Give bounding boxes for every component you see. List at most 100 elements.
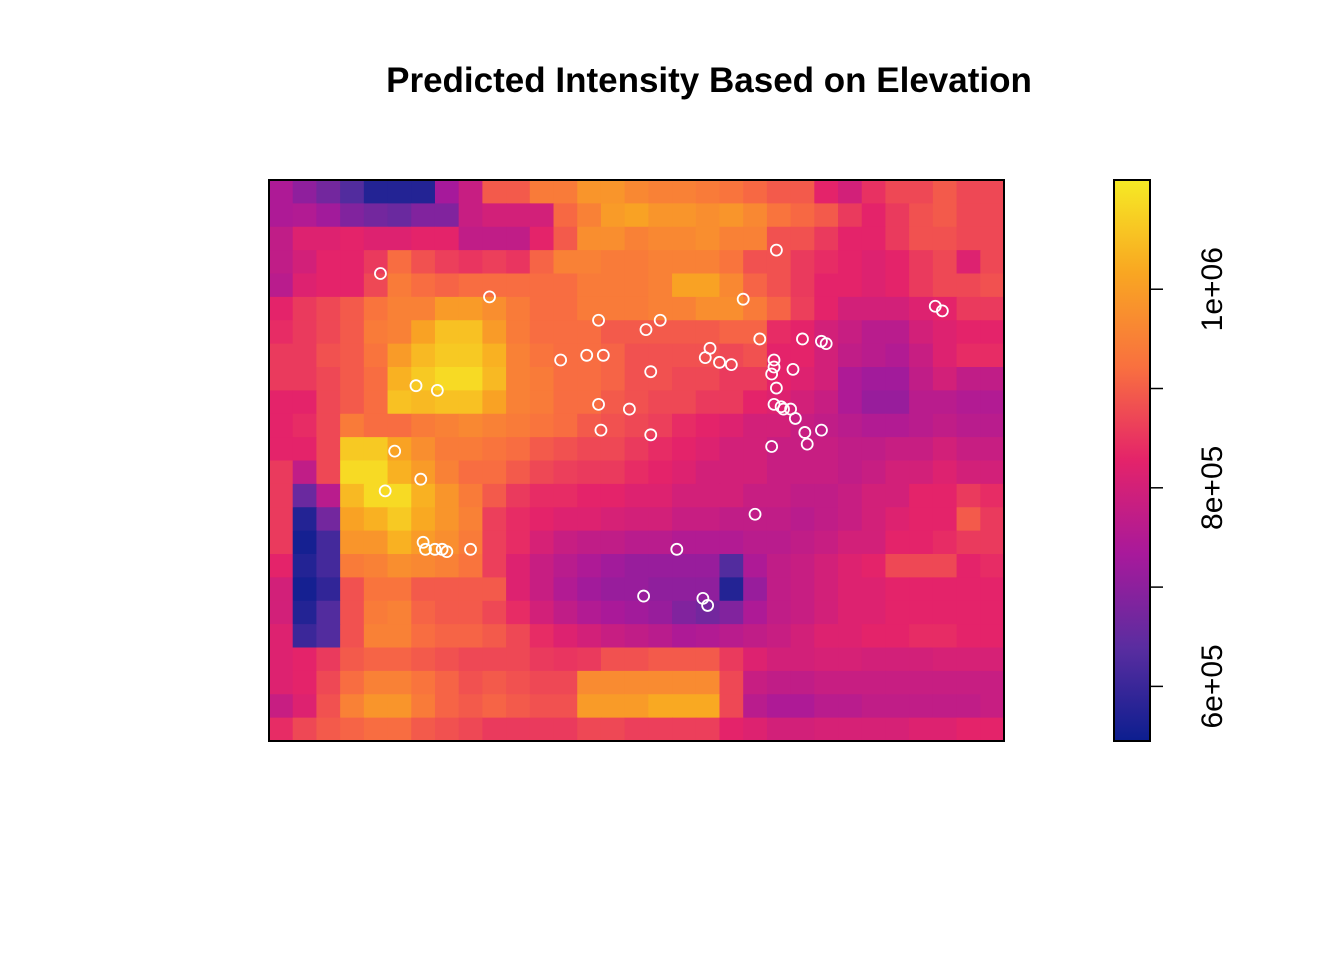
heatmap-cell bbox=[838, 483, 863, 508]
heatmap-cell bbox=[790, 670, 815, 695]
heatmap-cell bbox=[411, 460, 436, 485]
heatmap-cell bbox=[411, 624, 436, 649]
heatmap-cell bbox=[387, 460, 412, 485]
heatmap-cell bbox=[648, 624, 673, 649]
heatmap-cell bbox=[316, 203, 341, 228]
heatmap-cell bbox=[672, 390, 697, 415]
heatmap-cell bbox=[956, 460, 981, 485]
heatmap-cell bbox=[932, 717, 958, 742]
heatmap-cell bbox=[434, 624, 460, 649]
heatmap-cell bbox=[553, 717, 578, 742]
heatmap-cell bbox=[932, 670, 958, 695]
data-point bbox=[698, 351, 712, 365]
heatmap-cell bbox=[482, 507, 507, 532]
heatmap-cell bbox=[434, 273, 460, 298]
data-point bbox=[935, 304, 949, 318]
heatmap-cell bbox=[980, 600, 1005, 625]
heatmap-cell bbox=[269, 320, 294, 345]
data-point bbox=[713, 355, 726, 369]
heatmap-cell bbox=[411, 717, 436, 742]
heatmap-cell bbox=[766, 296, 792, 321]
heatmap-cell bbox=[956, 250, 981, 275]
heatmap-cell bbox=[411, 226, 436, 251]
heatmap-cell bbox=[577, 180, 602, 204]
heatmap-cell bbox=[766, 180, 792, 204]
heatmap-cell bbox=[529, 554, 555, 578]
heatmap-cell bbox=[980, 507, 1005, 532]
heatmap-cell bbox=[553, 670, 578, 695]
heatmap-cell bbox=[434, 507, 460, 532]
heatmap-cell bbox=[506, 320, 531, 345]
heatmap-cell bbox=[743, 320, 768, 345]
heatmap-cell bbox=[743, 390, 768, 415]
heatmap-cell bbox=[648, 437, 673, 462]
heatmap-cell bbox=[363, 460, 389, 485]
heatmap-cell bbox=[766, 694, 792, 719]
heatmap-cell bbox=[482, 577, 507, 602]
heatmap-cell bbox=[506, 460, 531, 485]
heatmap-cell bbox=[316, 600, 341, 625]
heatmap-cell bbox=[577, 647, 602, 672]
heatmap-cell bbox=[743, 670, 768, 695]
heatmap-cell bbox=[672, 180, 697, 204]
heatmap-cell bbox=[861, 390, 887, 415]
heatmap-cell bbox=[340, 226, 365, 251]
heatmap-cell bbox=[553, 483, 578, 508]
heatmap-cell bbox=[861, 624, 887, 649]
heatmap-cell bbox=[624, 437, 649, 462]
heatmap-cell bbox=[743, 343, 768, 368]
heatmap-cell bbox=[292, 437, 318, 462]
heatmap-cell bbox=[600, 390, 626, 415]
heatmap-cell bbox=[269, 203, 294, 228]
heatmap-cell bbox=[363, 624, 389, 649]
heatmap-cell bbox=[458, 600, 483, 625]
heatmap-cell bbox=[624, 296, 649, 321]
heatmap-cell bbox=[743, 250, 768, 275]
heatmap-cell bbox=[458, 554, 483, 578]
heatmap-cell bbox=[458, 483, 483, 508]
heatmap-cell bbox=[411, 600, 436, 625]
heatmap-cell bbox=[861, 250, 887, 275]
data-point bbox=[767, 360, 781, 374]
heatmap-cell bbox=[980, 460, 1005, 485]
heatmap-cell bbox=[624, 250, 649, 275]
heatmap-cell bbox=[434, 390, 460, 415]
heatmap-cell bbox=[434, 717, 460, 742]
heatmap-cell bbox=[269, 530, 294, 555]
colorbar-tick-label: 1e+06 bbox=[1196, 247, 1229, 331]
heatmap-cell bbox=[861, 413, 887, 438]
heatmap-cell bbox=[838, 203, 863, 228]
heatmap-cell bbox=[434, 320, 460, 345]
heatmap-cell bbox=[838, 624, 863, 649]
heatmap-cell bbox=[600, 343, 626, 368]
heatmap-cell bbox=[909, 483, 934, 508]
heatmap-cell bbox=[434, 367, 460, 391]
heatmap-cell bbox=[340, 367, 365, 391]
heatmap-cell bbox=[363, 717, 389, 742]
heatmap-cell bbox=[838, 647, 863, 672]
heatmap-cell bbox=[458, 250, 483, 275]
heatmap-cell bbox=[340, 647, 365, 672]
data-point bbox=[554, 353, 568, 367]
heatmap-cell bbox=[885, 670, 910, 695]
heatmap-cell bbox=[411, 296, 436, 321]
heatmap-cell bbox=[956, 507, 981, 532]
heatmap-cell bbox=[482, 624, 507, 649]
heatmap-cell bbox=[553, 554, 578, 578]
heatmap-cell bbox=[956, 343, 981, 368]
heatmap-cell bbox=[790, 460, 815, 485]
heatmap-cell bbox=[838, 437, 863, 462]
heatmap-cell bbox=[577, 507, 602, 532]
heatmap-cell bbox=[553, 343, 578, 368]
heatmap-cell bbox=[624, 226, 649, 251]
heatmap-cell bbox=[814, 296, 839, 321]
heatmap-cell bbox=[269, 250, 294, 275]
plot-frame bbox=[268, 179, 1005, 742]
heatmap-cell bbox=[577, 203, 602, 228]
heatmap-cell bbox=[506, 530, 531, 555]
heatmap-cell bbox=[553, 320, 578, 345]
heatmap-cell bbox=[719, 180, 744, 204]
heatmap-cell bbox=[814, 670, 839, 695]
heatmap-cell bbox=[766, 273, 792, 298]
heatmap-cell bbox=[411, 530, 436, 555]
